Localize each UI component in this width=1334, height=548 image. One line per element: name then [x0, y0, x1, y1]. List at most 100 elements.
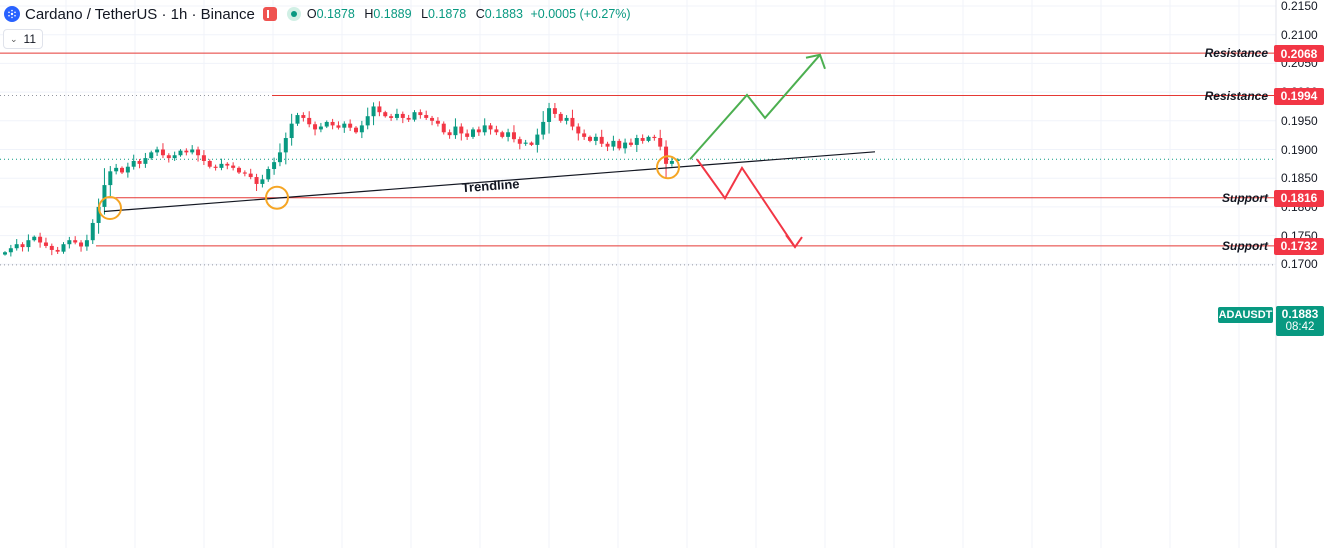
candle-body [517, 139, 522, 144]
level-price-badge: 0.1816 [1274, 189, 1324, 207]
candle-body [588, 136, 592, 141]
candle-body [511, 132, 516, 140]
candle-body [535, 134, 540, 145]
low-key: L [421, 7, 429, 21]
candle-body [617, 140, 622, 149]
candle-body [324, 121, 329, 127]
candle-body [114, 167, 119, 172]
candle-body [73, 240, 78, 243]
candle-body [131, 160, 136, 167]
candle-body [675, 159, 680, 161]
candlesticks [3, 101, 680, 257]
candle-body [471, 129, 475, 137]
candle-body [342, 123, 347, 128]
candle-body [90, 222, 95, 241]
candle-body [552, 108, 557, 114]
trendline-touch-circle [265, 185, 289, 210]
candle-body [79, 242, 84, 247]
candle-body [266, 169, 271, 180]
ohlc-values: O0.1878 H0.1889 L0.1878 C0.1883 +0.0005 … [307, 7, 631, 21]
candle-body [20, 244, 25, 248]
candle-body [8, 248, 13, 253]
symbol-title[interactable]: Cardano / TetherUS · 1h · Binance [25, 5, 255, 23]
candle-body [406, 117, 411, 120]
high-value: 0.1889 [373, 7, 412, 21]
candle-body [225, 163, 230, 166]
candle-body [435, 120, 440, 124]
candle-body [634, 138, 639, 145]
candle-body [207, 160, 212, 167]
candle-body [160, 149, 165, 156]
candle-body [354, 127, 358, 133]
candle-body [313, 124, 318, 130]
candle-body [61, 244, 66, 252]
candle-body [348, 123, 353, 128]
level-price-badge: 0.1732 [1274, 237, 1324, 255]
flag-icon[interactable] [262, 7, 277, 21]
candle-body [166, 155, 171, 159]
candle-body [646, 136, 651, 141]
candle-body [447, 132, 452, 136]
bullish-projection-arrow [689, 54, 821, 160]
candle-body [3, 252, 7, 255]
candle-body [219, 163, 224, 168]
candle-body [49, 245, 54, 250]
current-price-badge: 0.1883 08:42 [1276, 306, 1324, 336]
symbol-price-tag: ADAUSDT [1218, 307, 1273, 323]
low-value: 0.1878 [428, 7, 467, 21]
candle-body [424, 115, 429, 118]
candle-body [640, 138, 645, 141]
candle-body [289, 123, 294, 139]
candle-body [242, 172, 247, 174]
candle-body [277, 152, 282, 163]
indicator-toggle-button[interactable]: ⌄ 11 [3, 29, 43, 49]
indicator-count: 11 [23, 32, 36, 46]
candle-body [108, 171, 113, 186]
candle-body [155, 149, 160, 153]
candle-body [482, 125, 487, 133]
candle-body [371, 106, 376, 117]
candle-body [506, 132, 511, 137]
candle-body [576, 126, 581, 134]
candle-body [272, 162, 277, 170]
candle-body [599, 136, 604, 144]
market-status-icon[interactable] [286, 7, 301, 21]
candle-body [430, 117, 435, 121]
candle-body [669, 160, 674, 164]
bearish-projection-arrow [696, 158, 796, 248]
candle-body [558, 113, 563, 121]
candle-body [102, 185, 107, 207]
candle-body [611, 140, 616, 147]
candle-body [377, 106, 382, 113]
candle-body [465, 133, 470, 137]
candle-body [196, 149, 201, 156]
candle-body [529, 142, 534, 145]
candle-body [137, 160, 142, 164]
candle-body [84, 240, 89, 247]
candle-body [336, 125, 341, 128]
candle-body [143, 158, 148, 164]
candle-body [67, 240, 72, 245]
change-value: +0.0005 (+0.27%) [530, 7, 631, 21]
candle-body [541, 121, 546, 135]
candle-body [307, 117, 312, 125]
candle-body [301, 115, 306, 118]
y-tick-label: 0.2100 [1281, 27, 1318, 42]
candle-body [658, 138, 663, 147]
candle-body [178, 150, 183, 156]
candle-body [125, 166, 130, 173]
price-levels [0, 52, 1276, 266]
level-label: Resistance [1204, 88, 1268, 103]
chart-header: Cardano / TetherUS · 1h · Binance O0.187… [4, 4, 631, 24]
candle-body [418, 112, 423, 116]
candle-body [330, 121, 335, 126]
candle-body [120, 167, 124, 173]
chevron-down-icon: ⌄ [9, 33, 18, 44]
candle-body [547, 108, 552, 122]
candle-body [652, 136, 657, 139]
candle-body [628, 142, 633, 145]
candle-body [365, 116, 370, 126]
candle-body [149, 152, 154, 159]
candle-body [593, 136, 598, 141]
